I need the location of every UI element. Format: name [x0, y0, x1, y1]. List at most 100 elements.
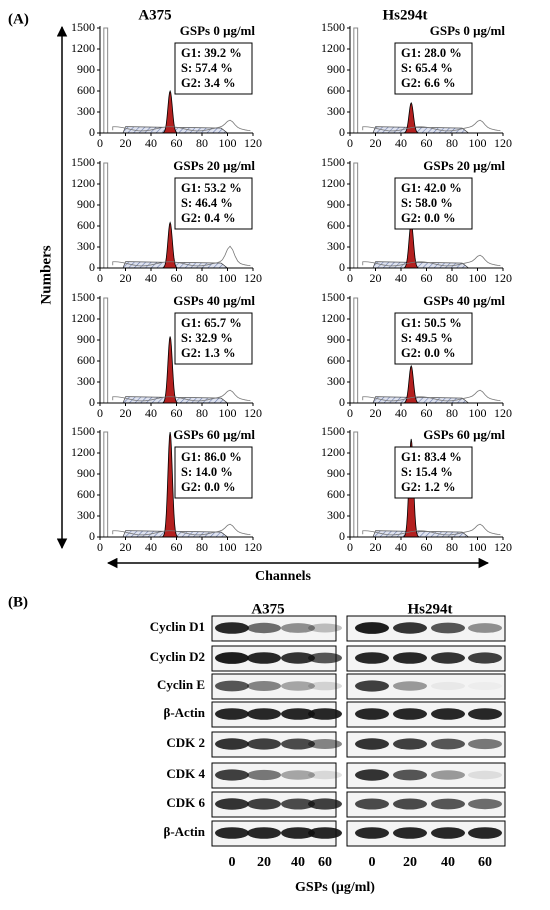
y-tick-label: 900	[327, 466, 345, 480]
x-tick-label: 40	[145, 271, 157, 285]
band	[247, 652, 281, 664]
band	[355, 769, 389, 781]
protein-label: β-Actin	[163, 824, 205, 839]
lane-label: 60	[318, 855, 332, 870]
band	[355, 798, 389, 810]
x-tick-label: 120	[494, 406, 512, 420]
x-tick-label: 100	[219, 540, 237, 554]
y-tick-label: 1500	[71, 155, 95, 169]
band	[355, 622, 389, 634]
raw-curve	[112, 119, 251, 132]
band	[308, 708, 342, 720]
g1-peak	[160, 431, 180, 538]
x-tick-label: 20	[370, 406, 382, 420]
band	[431, 708, 465, 720]
y-tick-label: 1200	[71, 311, 95, 325]
y-tick-label: 0	[339, 395, 345, 409]
y-tick-label: 1500	[71, 290, 95, 304]
x-tick-label: 100	[469, 406, 487, 420]
debris-bar	[103, 27, 109, 134]
column-title: A375	[138, 7, 171, 23]
x-tick-label: 40	[395, 540, 407, 554]
s-phase	[372, 530, 470, 538]
raw-curve	[362, 389, 501, 402]
lane-label: 40	[291, 855, 305, 870]
lane-label: 0	[369, 855, 376, 870]
x-axis-label: GSPs (μg/ml)	[295, 880, 375, 895]
band	[355, 652, 389, 664]
y-tick-label: 900	[77, 332, 95, 346]
lane-label: 60	[478, 855, 492, 870]
y-tick-label: 300	[77, 239, 95, 253]
x-tick-label: 120	[244, 271, 262, 285]
g1-peak	[160, 89, 180, 134]
band	[431, 738, 465, 750]
band	[247, 798, 281, 810]
x-tick-label: 60	[421, 540, 433, 554]
band	[308, 798, 342, 810]
g1-peak	[160, 221, 180, 269]
band	[393, 622, 427, 634]
y-tick-label: 300	[77, 104, 95, 118]
x-tick-label: 80	[196, 540, 208, 554]
band	[308, 827, 342, 839]
band	[281, 770, 315, 780]
stats-line: S: 14.0 %	[181, 465, 233, 479]
condition-label: GSPs 0 μg/ml	[430, 23, 506, 38]
stats-line: G1: 42.0 %	[401, 181, 462, 195]
raw-curve	[112, 389, 251, 402]
debris-bar	[103, 162, 109, 269]
x-tick-label: 100	[469, 271, 487, 285]
x-tick-label: 20	[120, 406, 132, 420]
stats-box	[394, 446, 473, 499]
x-tick-label: 40	[145, 540, 157, 554]
x-tick-label: 20	[370, 136, 382, 150]
stats-line: G1: 28.0 %	[401, 46, 462, 60]
x-tick-label: 80	[446, 406, 458, 420]
stats-line: S: 46.4 %	[181, 196, 233, 210]
y-tick-label: 600	[77, 218, 95, 232]
stats-line: G1: 83.4 %	[401, 450, 462, 464]
band	[431, 681, 465, 691]
band	[215, 680, 249, 692]
y-tick-label: 600	[77, 83, 95, 97]
y-tick-label: 300	[327, 239, 345, 253]
stats-box	[394, 177, 473, 230]
band	[431, 652, 465, 664]
condition-label: GSPs 40 μg/ml	[173, 293, 255, 308]
y-tick-label: 600	[77, 353, 95, 367]
protein-label: Cyclin E	[157, 677, 205, 692]
band	[215, 769, 249, 781]
band	[308, 681, 342, 691]
y-tick-label: 0	[339, 125, 345, 139]
y-tick-label: 900	[327, 62, 345, 76]
band	[308, 652, 342, 664]
stats-line: G2: 6.6 %	[401, 76, 456, 90]
x-tick-label: 40	[395, 406, 407, 420]
s-phase	[372, 126, 470, 134]
x-tick-label: 0	[347, 406, 353, 420]
x-tick-label: 80	[196, 406, 208, 420]
x-tick-label: 0	[97, 540, 103, 554]
x-tick-label: 100	[469, 136, 487, 150]
x-tick-label: 20	[370, 271, 382, 285]
stats-box	[174, 177, 253, 230]
debris-bar	[103, 431, 109, 538]
band	[355, 827, 389, 839]
band	[247, 622, 281, 634]
y-tick-label: 1200	[321, 445, 345, 459]
y-tick-label: 0	[339, 260, 345, 274]
raw-curve	[112, 245, 251, 267]
y-tick-label: 1500	[71, 20, 95, 34]
condition-label: GSPs 40 μg/ml	[423, 293, 505, 308]
band	[281, 681, 315, 691]
y-tick-label: 0	[89, 529, 95, 543]
x-tick-label: 20	[120, 136, 132, 150]
condition-label: GSPs 20 μg/ml	[173, 158, 255, 173]
x-tick-label: 0	[97, 136, 103, 150]
condition-label: GSPs 60 μg/ml	[173, 427, 255, 442]
band	[308, 770, 342, 780]
stats-box	[394, 312, 473, 365]
band	[393, 769, 427, 781]
